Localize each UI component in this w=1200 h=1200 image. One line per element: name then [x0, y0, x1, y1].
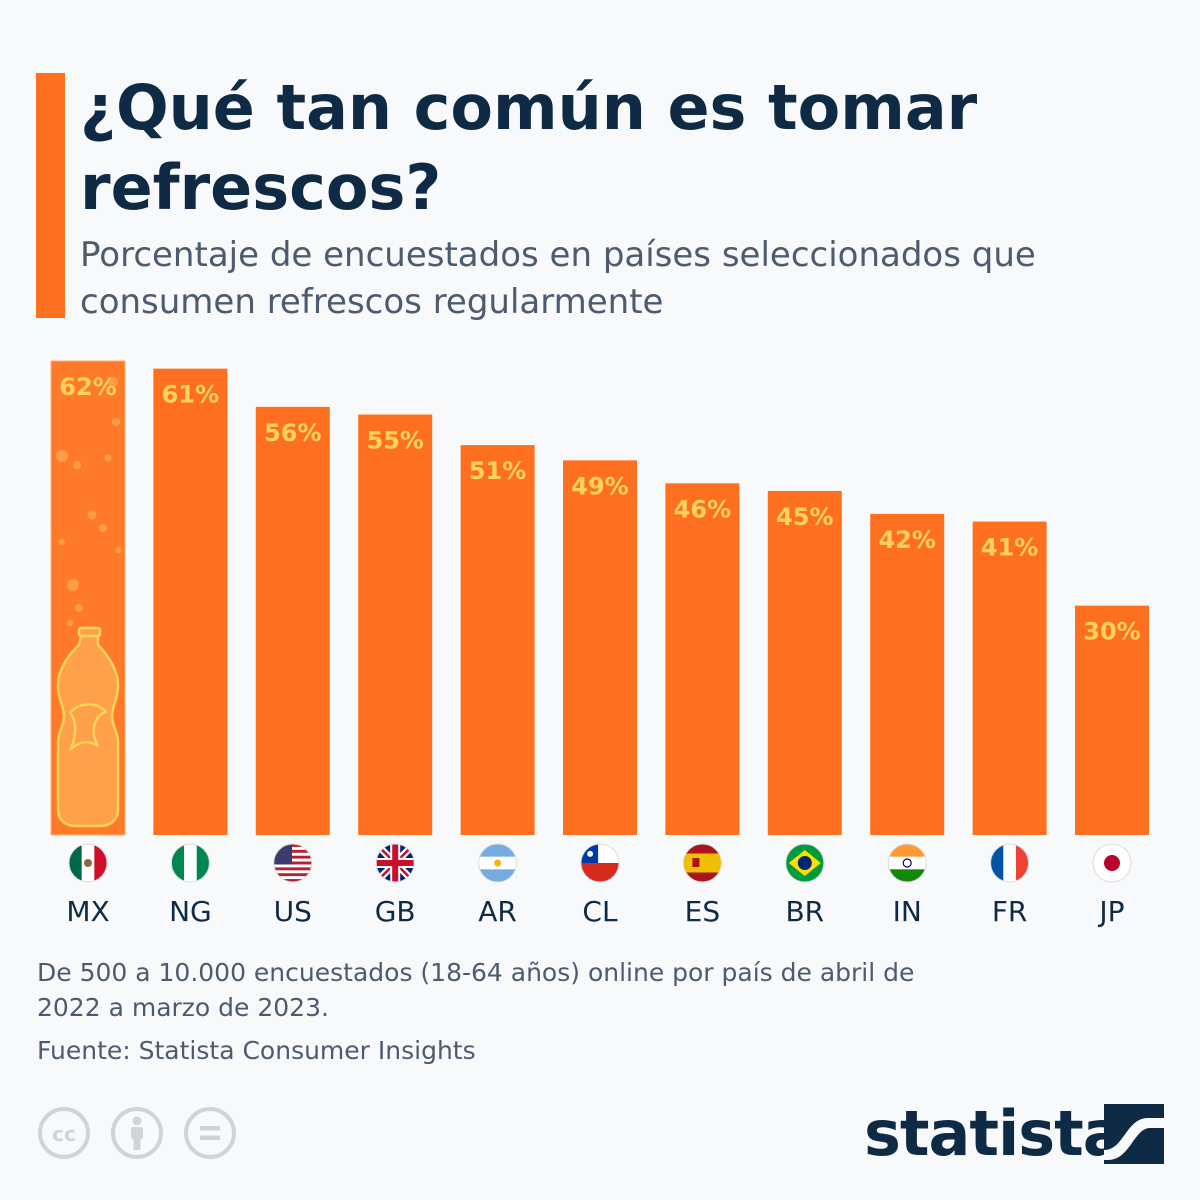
bubble-1 — [108, 377, 118, 387]
category-label-MX: MX — [66, 895, 109, 928]
chile-flag-icon — [580, 843, 620, 883]
attribution-icon[interactable] — [110, 1106, 164, 1160]
bar-AR — [460, 445, 535, 835]
bubble-9 — [115, 547, 121, 553]
bottle-cap — [77, 626, 102, 638]
category-label-JP: JP — [1097, 895, 1124, 928]
mexico-flag-icon — [68, 843, 108, 883]
bubble-6 — [87, 510, 97, 520]
category-label-NG: NG — [169, 895, 212, 928]
bottle-label — [68, 703, 109, 751]
bubble-4 — [73, 461, 81, 469]
no-derivatives-icon[interactable] — [183, 1106, 237, 1160]
value-label-AR: 51% — [469, 457, 526, 485]
value-label-MX: 62% — [59, 373, 116, 401]
bar-BR — [767, 490, 842, 835]
bar-GB — [358, 414, 433, 835]
india-flag-icon — [887, 843, 927, 883]
statista-logo-icon[interactable] — [1104, 1104, 1164, 1164]
category-label-IN: IN — [893, 895, 922, 928]
nigeria-flag-icon — [170, 843, 210, 883]
survey-note: De 500 a 10.000 encuestados (18-64 años)… — [37, 958, 915, 1022]
bar-FR — [972, 521, 1047, 835]
bubble-7 — [99, 524, 107, 532]
soda-bottle-icon — [56, 634, 120, 828]
value-label-JP: 30% — [1083, 618, 1140, 646]
uk-flag-icon — [375, 843, 415, 883]
source-text: Fuente: Statista Consumer Insights — [37, 1036, 476, 1065]
value-label-BR: 45% — [776, 503, 833, 531]
cc-icon[interactable]: cc — [37, 1106, 91, 1160]
svg-text:cc: cc — [52, 1122, 76, 1146]
bubble-5 — [104, 454, 112, 462]
value-label-GB: 55% — [366, 427, 423, 455]
category-label-AR: AR — [478, 895, 517, 928]
value-label-CL: 49% — [571, 472, 628, 500]
category-label-CL: CL — [582, 895, 618, 928]
category-label-US: US — [274, 895, 312, 928]
category-label-FR: FR — [992, 895, 1028, 928]
category-label-ES: ES — [685, 895, 720, 928]
argentina-flag-icon — [478, 843, 518, 883]
chart-subtitle: Porcentaje de encuestados en países sele… — [80, 235, 1036, 322]
bar-chart: 62% 61% 56% 55% 51% 49% 46% 45% 42% 41% 30% MX NG US… — [50, 360, 1149, 928]
brazil-flag-icon — [785, 843, 825, 883]
bubble-8 — [59, 539, 65, 545]
bar-ES — [665, 483, 740, 835]
value-label-ES: 46% — [674, 495, 731, 523]
category-labels-group: MX NG US GB AR CL ES BR IN FR JP — [66, 895, 1124, 928]
bottle-illustration — [50, 360, 126, 836]
bar-CL — [563, 460, 637, 835]
bar-JP — [1075, 605, 1149, 835]
statista-logo-text[interactable]: statista — [864, 1097, 1125, 1170]
value-labels-group: 62% 61% 56% 55% 51% 49% 46% 45% 42% 41% 30% — [59, 373, 1140, 646]
bubble-10 — [67, 579, 79, 591]
bar-IN — [870, 513, 945, 835]
bubble-2 — [112, 418, 120, 426]
bar-US — [255, 406, 330, 835]
value-label-US: 56% — [264, 419, 321, 447]
bubble-11 — [75, 604, 83, 612]
value-label-FR: 41% — [981, 534, 1038, 562]
category-label-BR: BR — [785, 895, 824, 928]
bars-group — [51, 361, 1149, 835]
value-label-NG: 61% — [162, 381, 219, 409]
chart-title: ¿Qué tan común es tomar refrescos? — [80, 71, 978, 224]
bar-highlight-outline — [50, 360, 126, 836]
flags-group — [68, 843, 1132, 883]
title-accent-bar — [36, 73, 65, 318]
category-label-GB: GB — [375, 895, 416, 928]
bubble-3 — [56, 450, 68, 462]
bubble-12 — [67, 620, 73, 626]
value-label-IN: 42% — [878, 526, 935, 554]
usa-flag-icon — [273, 843, 313, 883]
france-flag-icon — [990, 843, 1030, 883]
spain-flag-icon — [682, 843, 722, 883]
bar-NG — [153, 368, 228, 835]
japan-flag-icon — [1092, 843, 1132, 883]
